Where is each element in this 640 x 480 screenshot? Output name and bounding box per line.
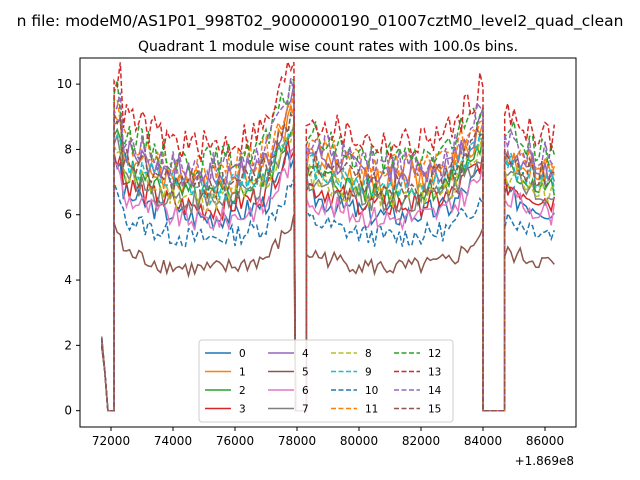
axes-frame [79, 57, 577, 428]
legend-label-1: 1 [239, 367, 246, 379]
x-tick-label: 80000 [340, 434, 378, 448]
x-axis: 72000 74000 76000 78000 80000 82000 84000 86000 [92, 427, 564, 448]
series-line-2 [100, 127, 556, 412]
legend-label-6: 6 [302, 385, 309, 397]
x-offset-label: +1.869e8 [515, 454, 574, 468]
legend-label-9: 9 [365, 367, 372, 379]
series-line-6 [100, 145, 556, 412]
x-tick-label: 76000 [216, 434, 254, 448]
x-tick-label: 78000 [278, 434, 316, 448]
legend-label-7: 7 [302, 404, 309, 416]
legend-frame [198, 339, 454, 423]
series-line-14 [100, 78, 555, 412]
legend-label-0: 0 [239, 348, 246, 360]
legend-label-3: 3 [239, 404, 246, 416]
legend-label-15: 15 [428, 404, 441, 416]
x-tick-label: 86000 [526, 434, 564, 448]
series-layer [100, 58, 556, 412]
legend-label-13: 13 [428, 367, 441, 379]
y-tick-label: 2 [64, 338, 72, 352]
y-tick-label: 10 [57, 77, 72, 91]
x-tick-label: 74000 [154, 434, 192, 448]
legend-label-2: 2 [239, 385, 246, 397]
y-tick-label: 8 [64, 142, 72, 156]
series-line-4 [100, 84, 556, 412]
y-tick-label: 4 [64, 273, 72, 287]
chart-title: Quadrant 1 module wise count rates with … [138, 39, 518, 55]
legend-label-5: 5 [302, 367, 309, 379]
series-line-8 [100, 121, 555, 412]
legend-label-4: 4 [302, 348, 309, 360]
y-tick-label: 0 [64, 404, 72, 418]
series-line-7 [100, 124, 555, 412]
series-line-13 [100, 58, 556, 412]
legend-label-10: 10 [365, 385, 378, 397]
suptitle: n file: modeM0/AS1P01_998T02_9000000190_… [17, 12, 624, 31]
legend-label-8: 8 [365, 348, 372, 360]
legend-label-14: 14 [428, 385, 442, 397]
legend-label-11: 11 [365, 404, 378, 416]
x-tick-label: 72000 [92, 434, 130, 448]
x-tick-label: 84000 [464, 434, 502, 448]
series-line-9 [100, 110, 556, 412]
series-line-15 [100, 111, 555, 412]
legend-label-12: 12 [428, 348, 441, 360]
x-tick-label: 82000 [402, 434, 440, 448]
series-line-10 [100, 178, 556, 412]
series-line-5 [100, 214, 555, 412]
y-tick-label: 6 [64, 208, 72, 222]
y-axis: 0 2 4 6 8 10 [57, 77, 80, 418]
